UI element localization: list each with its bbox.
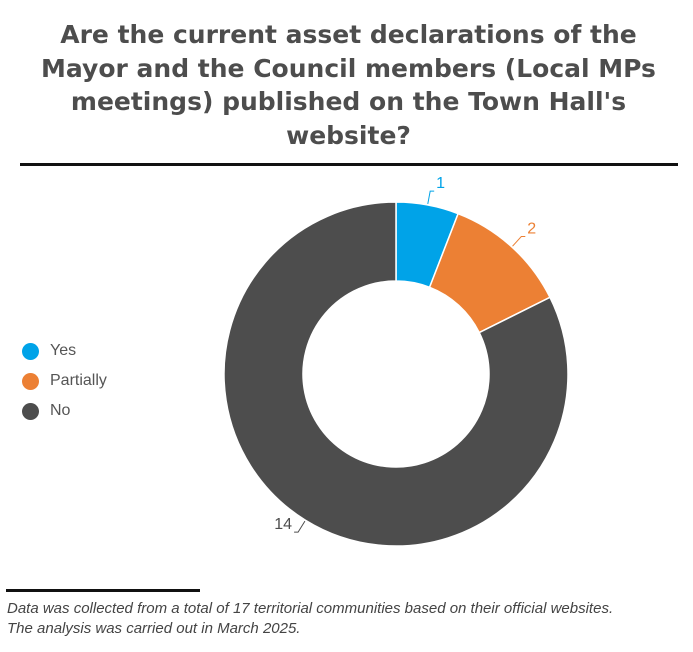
legend-label-yes: Yes xyxy=(50,342,77,359)
legend-swatch-partially xyxy=(22,372,39,390)
legend-label-partially: Partially xyxy=(50,372,107,389)
leader-line-partially xyxy=(512,236,526,247)
legend-swatch-no xyxy=(22,402,39,420)
legend-label-no: No xyxy=(50,402,71,419)
legend: Yes Partially No xyxy=(22,336,107,426)
footnote: Data was collected from a total of 17 te… xyxy=(7,599,691,639)
legend-item-yes[interactable]: Yes xyxy=(22,336,107,366)
data-label-no: 14 xyxy=(274,516,292,533)
leader-line-yes xyxy=(427,190,435,205)
footer-divider xyxy=(6,589,200,592)
leader-line-no xyxy=(294,520,306,533)
donut-chart: 1 2 14 xyxy=(223,175,569,547)
donut-slices xyxy=(223,201,569,547)
title-divider xyxy=(20,163,678,166)
slice-no[interactable] xyxy=(223,201,569,547)
data-label-yes: 1 xyxy=(436,175,445,192)
legend-item-no[interactable]: No xyxy=(22,396,107,426)
data-labels: 1 2 14 xyxy=(274,175,536,533)
legend-swatch-yes xyxy=(22,342,39,360)
footnote-line-1: Data was collected from a total of 17 te… xyxy=(7,600,614,617)
data-label-partially: 2 xyxy=(527,221,536,238)
legend-item-partially[interactable]: Partially xyxy=(22,366,107,396)
chart-title: Are the current asset declarations of th… xyxy=(41,20,656,150)
footnote-line-2: The analysis was carried out in March 20… xyxy=(7,620,301,637)
